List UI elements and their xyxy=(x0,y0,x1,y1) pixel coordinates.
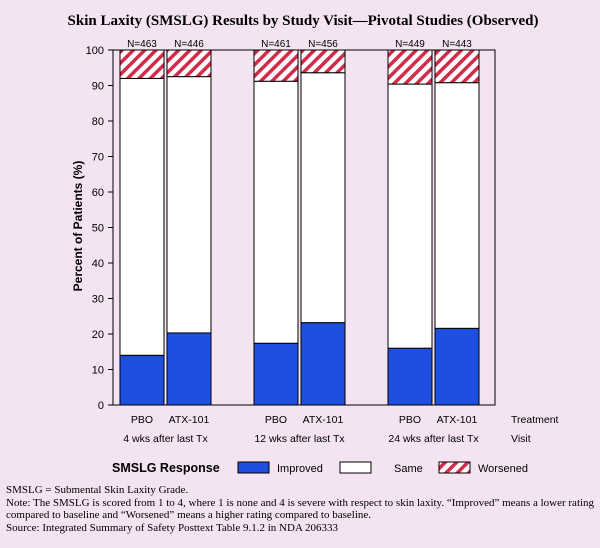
treatment-label: ATX-101 xyxy=(303,414,344,426)
bar-segment-worsened xyxy=(119,49,165,79)
footnotes: SMSLG = Submental Skin Laxity Grade. Not… xyxy=(6,484,596,534)
visit-label: 12 wks after last Tx xyxy=(254,433,345,445)
legend-title: SMSLG Response xyxy=(112,461,220,475)
y-tick-label: 50 xyxy=(92,223,104,235)
bar-segment-worsened xyxy=(166,49,212,78)
bar-segment-same xyxy=(253,80,299,344)
visit-label: 24 wks after last Tx xyxy=(388,433,479,445)
bar-segment-improved xyxy=(434,327,480,406)
y-tick-label: 100 xyxy=(86,45,104,57)
bar-segment-same xyxy=(300,72,346,324)
legend-swatch-improved xyxy=(237,461,270,474)
y-tick-label: 30 xyxy=(92,294,104,306)
treatment-label: ATX-101 xyxy=(437,414,478,426)
footnote-abbreviation: SMSLG = Submental Skin Laxity Grade. xyxy=(6,484,189,496)
bar-n-label: N=463 xyxy=(127,39,157,50)
bar-segment-improved xyxy=(253,342,299,406)
y-axis-label: Percent of Patients (%) xyxy=(71,161,85,292)
bar-n-label: N=461 xyxy=(261,39,291,50)
y-tick-label: 90 xyxy=(92,81,104,93)
x-axis-labels: PBO ATX-101 4 wks after last Tx PBO ATX-101 1… xyxy=(123,414,479,445)
legend: SMSLG Response Improved Same Worsened xyxy=(112,461,528,475)
bar-segment-worsened xyxy=(300,49,346,74)
legend-swatch-worsened xyxy=(438,461,471,474)
chart-title: Skin Laxity (SMSLG) Results by Study Vis… xyxy=(68,13,539,29)
bar-n-label: N=456 xyxy=(308,39,338,50)
bar-segment-worsened xyxy=(253,49,299,82)
treatment-label: PBO xyxy=(265,414,287,426)
footnote-source: Source: Integrated Summary of Safety Pos… xyxy=(6,521,339,534)
y-tick-label: 40 xyxy=(92,258,104,270)
y-tick-label: 70 xyxy=(92,152,104,164)
treatment-label: ATX-101 xyxy=(169,414,210,426)
treatment-label: PBO xyxy=(399,414,421,426)
bar-n-label: N=446 xyxy=(174,39,204,50)
treatment-axis-label: Treatment xyxy=(511,414,559,426)
bars: N=463 N=446 N=461 N=456 N=449 N=443 xyxy=(119,39,480,406)
bar-segment-improved xyxy=(387,347,433,406)
bar-segment-improved xyxy=(166,332,212,406)
bar-segment-same xyxy=(434,82,480,329)
bar-segment-improved xyxy=(119,354,165,406)
bar-n-label: N=449 xyxy=(395,39,425,50)
y-tick-label: 20 xyxy=(92,329,104,341)
bar-segment-same xyxy=(119,77,165,356)
y-tick-label: 60 xyxy=(92,187,104,199)
bar-segment-worsened xyxy=(434,49,480,84)
treatment-label: PBO xyxy=(131,414,153,426)
bar-segment-same xyxy=(387,83,433,349)
legend-label-same: Same xyxy=(394,463,423,475)
chart: Skin Laxity (SMSLG) Results by Study Vis… xyxy=(68,13,559,475)
bar-segment-worsened xyxy=(387,49,433,85)
y-tick-label: 80 xyxy=(92,116,104,128)
legend-label-worsened: Worsened xyxy=(478,463,528,475)
bar-n-label: N=443 xyxy=(442,39,472,50)
y-tick-label: 0 xyxy=(98,400,104,412)
visit-label: 4 wks after last Tx xyxy=(123,433,208,445)
footnote-note: Note: The SMSLG is scored from 1 to 4, w… xyxy=(6,496,595,522)
legend-label-improved: Improved xyxy=(277,463,323,475)
visit-axis-label: Visit xyxy=(511,433,531,445)
y-tick-label: 10 xyxy=(92,365,104,377)
y-axis: 0 10 20 30 40 50 60 70 80 90 100 xyxy=(86,45,113,412)
bar-segment-same xyxy=(166,76,212,334)
bar-segment-improved xyxy=(300,322,346,406)
legend-swatch-same xyxy=(339,461,372,474)
